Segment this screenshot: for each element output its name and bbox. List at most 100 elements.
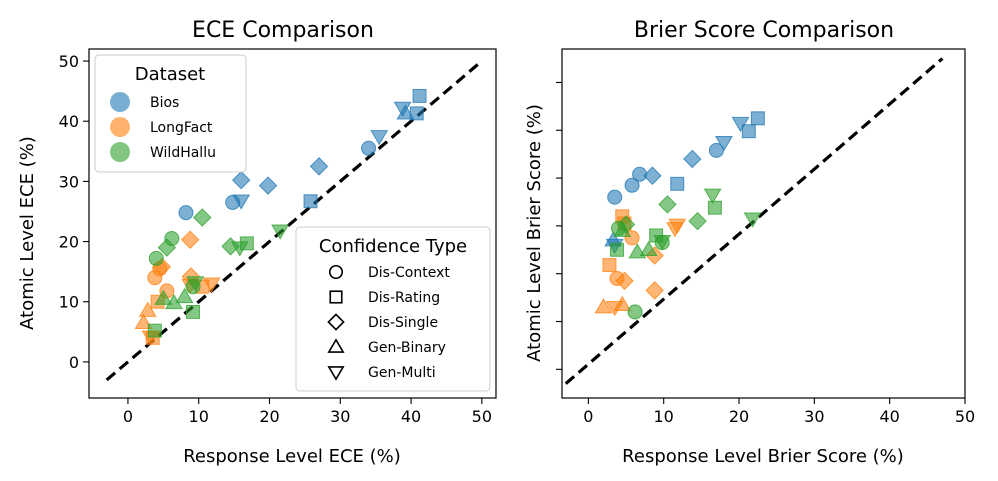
- data-point: [148, 250, 164, 266]
- dataset-legend: Dataset Bios LongFact WildHallu: [94, 54, 247, 173]
- brier-panel: Brier Score Comparison Response Level Br…: [524, 18, 975, 467]
- data-point: [605, 300, 624, 317]
- x-tick-label: 30: [330, 407, 350, 426]
- y-tick-label: 10: [59, 293, 79, 312]
- data-point: [309, 157, 329, 176]
- ece-x-axis-label: Response Level ECE (%): [183, 446, 401, 467]
- data-point: [157, 238, 177, 257]
- ece-ticks: 0 10 20 30 40 50 0 10 20 30 40 50: [59, 52, 492, 426]
- confidence-type-legend: Confidence Type Dis-Context Dis-Rating D…: [295, 226, 491, 392]
- x-tick-label: 0: [123, 407, 133, 426]
- brier-axes-frame: [561, 48, 966, 399]
- confidence-legend-title: Confidence Type: [319, 236, 467, 257]
- ece-chart-title: ECE Comparison: [192, 18, 374, 43]
- x-tick-label: 0: [583, 407, 593, 426]
- legend-marker-triangle-down: [327, 366, 345, 381]
- legend-dis-single-label: Dis-Single: [368, 315, 438, 331]
- data-point: [645, 281, 664, 300]
- data-point: [178, 205, 194, 221]
- brier-y-axis-label: Atomic Level Brier Score (%): [524, 104, 545, 362]
- ece-points: [134, 88, 427, 346]
- data-point: [202, 277, 221, 293]
- legend-marker-triangle-up: [327, 338, 345, 353]
- data-point: [632, 166, 648, 182]
- data-point: [134, 313, 153, 329]
- data-point: [602, 258, 617, 273]
- y-tick-label: 40: [59, 112, 79, 131]
- x-tick-label: 20: [729, 407, 749, 426]
- data-point: [180, 230, 200, 250]
- data-point: [643, 166, 662, 185]
- legend-gen-multi-label: Gen-Multi: [368, 365, 436, 381]
- data-point: [594, 298, 613, 314]
- data-point: [192, 208, 212, 227]
- data-point: [615, 271, 634, 291]
- legend-dis-context-label: Dis-Context: [368, 265, 450, 281]
- brier-chart-title: Brier Score Comparison: [634, 18, 894, 43]
- y-tick-label: 30: [59, 172, 79, 191]
- data-point: [658, 195, 677, 214]
- y-tick-label: 0: [69, 353, 79, 372]
- legend-wildhallu-swatch: [110, 142, 130, 162]
- data-point: [627, 304, 643, 320]
- data-point: [750, 111, 765, 126]
- x-tick-label: 10: [654, 407, 674, 426]
- x-tick-label: 10: [189, 407, 209, 426]
- legend-wildhallu-label: WildHallu: [150, 145, 216, 161]
- data-point: [607, 189, 623, 205]
- data-point: [707, 200, 722, 215]
- data-point: [271, 224, 290, 240]
- data-point: [653, 235, 672, 251]
- data-point: [147, 323, 162, 338]
- legend-gen-binary-label: Gen-Binary: [368, 340, 446, 356]
- x-tick-label: 40: [879, 407, 899, 426]
- x-tick-label: 20: [259, 407, 279, 426]
- data-point: [361, 140, 377, 156]
- ece-axes-frame: [88, 48, 497, 399]
- y-tick-label: 20: [59, 233, 79, 252]
- brier-points: [594, 111, 765, 320]
- x-tick-label: 50: [472, 407, 492, 426]
- data-point: [731, 116, 750, 133]
- dataset-legend-title: Dataset: [135, 64, 206, 85]
- data-point: [683, 149, 702, 169]
- data-point: [186, 304, 201, 319]
- data-point: [624, 177, 640, 193]
- confidence-legend-box: [295, 226, 491, 392]
- legend-marker-diamond: [327, 313, 345, 331]
- data-point: [154, 289, 173, 305]
- legend-dis-rating-label: Dis-Rating: [368, 290, 440, 306]
- data-point: [370, 130, 389, 146]
- legend-marker-circle: [328, 264, 344, 280]
- data-point: [258, 176, 278, 195]
- ece-panel: ECE Comparison Response Level ECE (%) At…: [17, 18, 497, 467]
- data-point: [666, 222, 684, 238]
- ece-y-axis-label: Atomic Level ECE (%): [17, 136, 38, 330]
- data-point: [175, 287, 194, 304]
- data-point: [231, 170, 251, 190]
- confidence-legend-markers: [327, 264, 345, 381]
- data-point: [232, 194, 251, 210]
- data-point: [613, 221, 632, 237]
- brier-x-axis-label: Response Level Brier Score (%): [622, 446, 904, 467]
- data-point: [639, 240, 658, 256]
- brier-ticks: 0 10 20 30 40 50: [556, 81, 975, 426]
- legend-bios-swatch: [110, 92, 130, 112]
- data-point: [610, 242, 624, 257]
- data-point: [138, 301, 157, 317]
- data-point: [741, 124, 756, 139]
- data-point: [714, 136, 733, 152]
- data-point: [186, 276, 205, 292]
- data-point: [688, 211, 707, 231]
- data-point: [670, 176, 685, 191]
- legend-bios-label: Bios: [150, 95, 179, 111]
- y-tick-label: 50: [59, 52, 79, 71]
- x-tick-label: 30: [804, 407, 824, 426]
- data-point: [303, 194, 318, 209]
- data-point: [703, 188, 722, 204]
- dataset-legend-box: [94, 54, 247, 173]
- legend-marker-square: [329, 290, 343, 304]
- data-point: [743, 212, 762, 228]
- data-point: [412, 88, 427, 103]
